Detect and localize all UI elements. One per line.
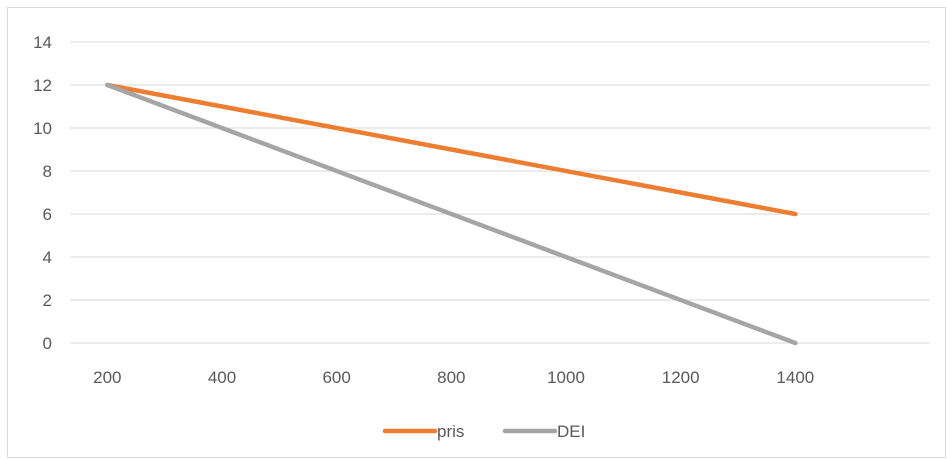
x-tick-label: 1200 — [662, 368, 700, 387]
x-tick-label: 600 — [322, 368, 350, 387]
legend-label: pris — [437, 422, 464, 441]
y-tick-label: 12 — [33, 76, 52, 95]
x-tick-label: 400 — [208, 368, 236, 387]
legend: pris DEI — [385, 422, 585, 441]
x-tick-label: 200 — [93, 368, 121, 387]
x-tick-label: 1400 — [776, 368, 814, 387]
y-tick-label: 2 — [43, 291, 52, 310]
x-tick-label: 800 — [437, 368, 465, 387]
y-axis-tick-labels: 0 2 4 6 8 10 12 14 — [33, 33, 52, 353]
legend-label: DEI — [557, 422, 585, 441]
y-tick-label: 14 — [33, 33, 52, 52]
y-tick-label: 6 — [43, 205, 52, 224]
x-axis-tick-labels: 200 400 600 800 1000 1200 1400 — [93, 368, 814, 387]
y-tick-label: 0 — [43, 334, 52, 353]
y-tick-label: 4 — [43, 248, 52, 267]
series-line-pris — [107, 85, 795, 214]
x-tick-label: 1000 — [547, 368, 585, 387]
gridlines — [70, 42, 930, 300]
y-tick-label: 10 — [33, 119, 52, 138]
y-tick-label: 8 — [43, 162, 52, 181]
